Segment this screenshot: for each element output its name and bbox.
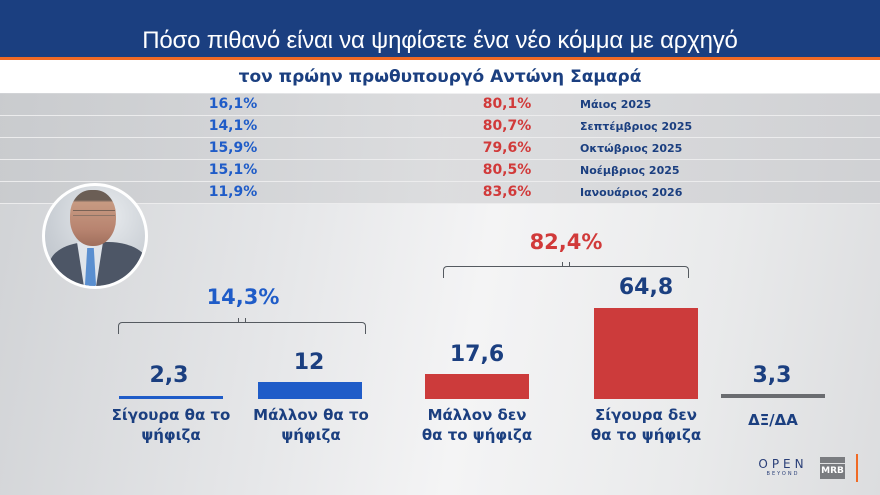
period-label: Οκτώβριος 2025 (580, 142, 683, 155)
bar-value: 64,8 (618, 275, 674, 300)
yes-percentage: 16,1% (208, 96, 258, 112)
negative-total: 82,4% (529, 230, 603, 254)
positive-total: 14,3% (206, 285, 280, 309)
open-logo-tagline: BEYOND (766, 471, 800, 477)
bar-label-line: θα το ψήφιζα (421, 426, 533, 444)
history-table: 16,1% 80,1% Μάιος 2025 14,1% 80,7% Σεπτέ… (0, 94, 880, 204)
portrait-head (70, 190, 116, 246)
table-row: 16,1% 80,1% Μάιος 2025 (0, 94, 880, 116)
no-percentage: 83,6% (482, 184, 532, 200)
period-label: Μάιος 2025 (580, 98, 652, 111)
bar-label: Μάλλον δεν θα το ψήφιζα (404, 405, 550, 445)
open-logo-text: OPEN (758, 457, 808, 471)
open-logo: OPEN BEYOND (757, 458, 809, 478)
bracket-tip (238, 318, 246, 323)
yes-percentage: 14,1% (208, 118, 258, 134)
accent-stripe (0, 57, 880, 60)
bar-label-line: Μάλλον δεν (427, 406, 527, 424)
portrait-tie (85, 248, 96, 286)
no-percentage: 80,7% (482, 118, 532, 134)
no-percentage: 79,6% (482, 140, 532, 156)
bar-value: 12 (293, 350, 325, 375)
portrait-glasses (73, 210, 115, 216)
yes-percentage: 15,9% (208, 140, 258, 156)
table-row: 15,1% 80,5% Νοέμβριος 2025 (0, 160, 880, 182)
politician-portrait (42, 183, 148, 289)
bracket-tip (562, 262, 570, 267)
negative-bracket (443, 262, 689, 278)
bar-value: 3,3 (752, 363, 792, 388)
mrb-logo-bar (820, 457, 845, 463)
table-row: 14,1% 80,7% Σεπτέμβριος 2025 (0, 116, 880, 138)
bar-dont-know (721, 394, 825, 398)
no-percentage: 80,1% (482, 96, 532, 112)
bar-label: Σίγουρα θα το ψήφιζα (98, 405, 244, 445)
yes-percentage: 15,1% (208, 162, 258, 178)
period-label: Νοέμβριος 2025 (580, 164, 680, 177)
yes-percentage: 11,9% (208, 184, 258, 200)
no-percentage: 80,5% (482, 162, 532, 178)
mrb-logo: MRB (820, 457, 845, 479)
header-band (0, 0, 880, 57)
table-row: 15,9% 79,6% Οκτώβριος 2025 (0, 138, 880, 160)
bar-label: ΔΞ/ΔΑ (700, 410, 846, 430)
bar-label-line: Μάλλον θα το (253, 406, 369, 424)
bar-label-line: ψήφιζα (141, 426, 201, 444)
positive-bracket (118, 318, 366, 334)
bar-label-line: Σίγουρα δεν (595, 406, 697, 424)
period-label: Ιανουάριος 2026 (580, 186, 683, 199)
subtitle-band (0, 60, 880, 93)
bar-value: 17,6 (449, 342, 505, 367)
bar-probably-yes (258, 382, 362, 399)
bar-label-line: ψήφιζα (281, 426, 341, 444)
bar-label-line: ΔΞ/ΔΑ (748, 411, 798, 429)
bar-label-line: θα το ψήφιζα (590, 426, 702, 444)
page-subtitle: τον πρώην πρωθυπουργό Αντώνη Σαμαρά (238, 66, 642, 87)
bar-definitely-no (594, 308, 698, 399)
bar-label-line: Σίγουρα θα το (111, 406, 231, 424)
bar-label: Σίγουρα δεν θα το ψήφιζα (573, 405, 719, 445)
bar-probably-no (425, 374, 529, 399)
bar-value: 2,3 (149, 363, 189, 388)
bar-label: Μάλλον θα το ψήφιζα (238, 405, 384, 445)
accent-divider (856, 454, 858, 482)
period-label: Σεπτέμβριος 2025 (580, 120, 693, 133)
table-row: 11,9% 83,6% Ιανουάριος 2026 (0, 182, 880, 204)
mrb-logo-text: MRB (820, 464, 845, 479)
page-title: Πόσο πιθανό είναι να ψηφίσετε ένα νέο κό… (142, 26, 738, 54)
bar-definitely-yes (119, 396, 223, 399)
